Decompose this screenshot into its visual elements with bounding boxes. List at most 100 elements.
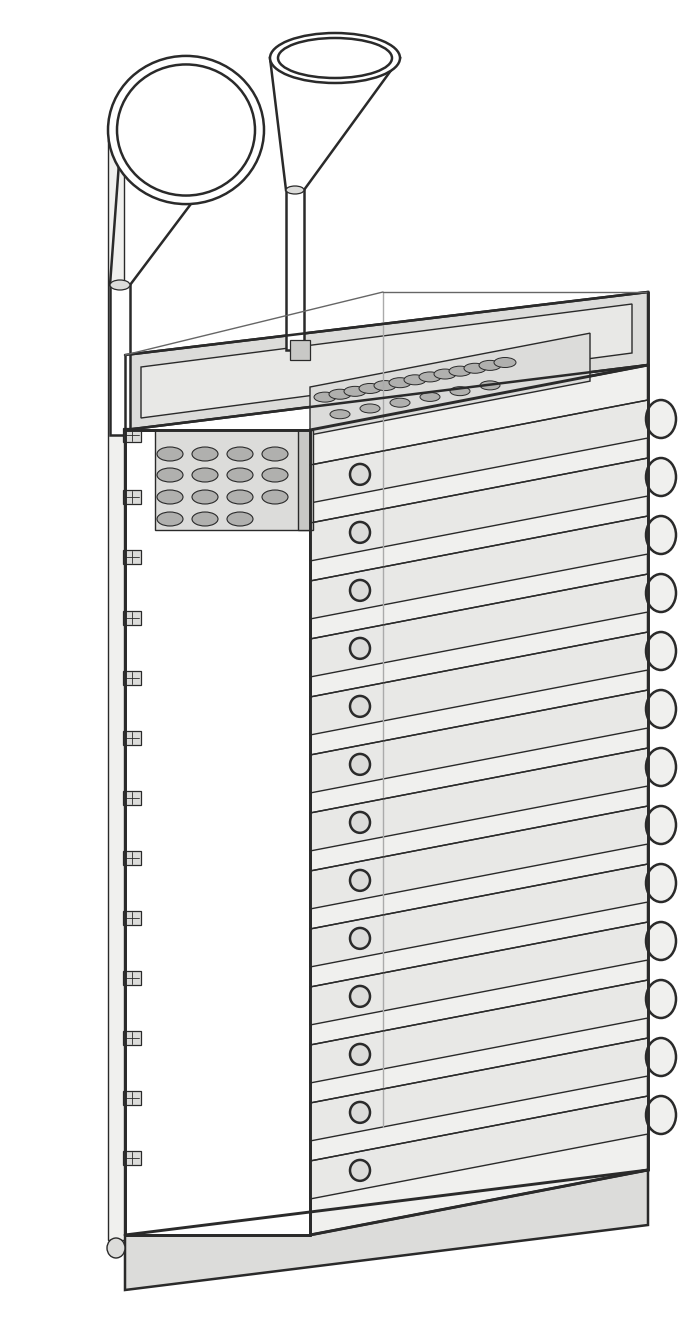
Polygon shape (123, 611, 141, 625)
Ellipse shape (646, 923, 676, 960)
Polygon shape (310, 632, 648, 735)
Ellipse shape (108, 56, 264, 204)
Polygon shape (125, 430, 310, 1235)
Ellipse shape (157, 512, 183, 526)
Ellipse shape (262, 468, 288, 481)
Polygon shape (155, 430, 310, 530)
Ellipse shape (464, 363, 486, 373)
Polygon shape (310, 1096, 648, 1199)
Ellipse shape (374, 381, 396, 390)
Polygon shape (123, 1092, 141, 1105)
Ellipse shape (479, 361, 501, 370)
Polygon shape (123, 1031, 141, 1045)
Ellipse shape (278, 38, 392, 78)
Ellipse shape (646, 691, 676, 728)
Ellipse shape (157, 447, 183, 461)
Ellipse shape (344, 386, 366, 397)
Ellipse shape (646, 632, 676, 670)
Ellipse shape (117, 64, 255, 196)
Ellipse shape (359, 384, 381, 393)
Ellipse shape (350, 986, 370, 1007)
Polygon shape (310, 365, 648, 1235)
Ellipse shape (227, 447, 253, 461)
Ellipse shape (420, 393, 440, 401)
Ellipse shape (390, 398, 410, 408)
Ellipse shape (350, 522, 370, 543)
Ellipse shape (329, 389, 351, 400)
Ellipse shape (192, 447, 218, 461)
Polygon shape (108, 139, 124, 1240)
Ellipse shape (157, 468, 183, 481)
Polygon shape (123, 428, 141, 443)
Polygon shape (123, 971, 141, 986)
Ellipse shape (192, 489, 218, 504)
Ellipse shape (192, 512, 218, 526)
Ellipse shape (646, 574, 676, 611)
Ellipse shape (286, 186, 304, 194)
Ellipse shape (157, 489, 183, 504)
Ellipse shape (110, 280, 130, 290)
Ellipse shape (192, 468, 218, 481)
Ellipse shape (646, 864, 676, 902)
Ellipse shape (262, 489, 288, 504)
Polygon shape (123, 852, 141, 865)
Polygon shape (310, 459, 648, 561)
Polygon shape (310, 806, 648, 909)
Ellipse shape (350, 1043, 370, 1065)
Ellipse shape (646, 1096, 676, 1134)
Polygon shape (310, 516, 648, 620)
Polygon shape (310, 333, 590, 434)
Ellipse shape (419, 371, 441, 382)
Polygon shape (310, 748, 648, 852)
Polygon shape (290, 341, 310, 359)
Polygon shape (310, 1038, 648, 1141)
Ellipse shape (646, 516, 676, 554)
Polygon shape (123, 670, 141, 685)
Ellipse shape (350, 1160, 370, 1181)
Ellipse shape (330, 410, 350, 418)
Ellipse shape (270, 34, 400, 83)
Ellipse shape (404, 374, 426, 385)
Polygon shape (310, 574, 648, 677)
Ellipse shape (434, 369, 456, 380)
Polygon shape (123, 1151, 141, 1165)
Ellipse shape (350, 464, 370, 485)
Ellipse shape (314, 392, 336, 402)
Ellipse shape (350, 1102, 370, 1122)
Polygon shape (123, 489, 141, 504)
Polygon shape (298, 430, 313, 530)
Polygon shape (125, 1169, 648, 1290)
Ellipse shape (360, 404, 380, 413)
Polygon shape (123, 791, 141, 805)
Ellipse shape (107, 1238, 125, 1258)
Polygon shape (123, 550, 141, 565)
Polygon shape (310, 923, 648, 1025)
Ellipse shape (646, 806, 676, 843)
Ellipse shape (227, 512, 253, 526)
Ellipse shape (350, 638, 370, 658)
Ellipse shape (646, 459, 676, 496)
Polygon shape (125, 292, 648, 430)
Ellipse shape (350, 928, 370, 949)
Polygon shape (310, 980, 648, 1084)
Ellipse shape (350, 754, 370, 775)
Ellipse shape (646, 980, 676, 1018)
Polygon shape (110, 286, 130, 434)
Polygon shape (310, 400, 648, 503)
Polygon shape (286, 190, 304, 350)
Ellipse shape (227, 468, 253, 481)
Ellipse shape (449, 366, 471, 377)
Ellipse shape (480, 381, 500, 390)
Ellipse shape (350, 696, 370, 717)
Ellipse shape (350, 870, 370, 890)
Polygon shape (123, 911, 141, 925)
Ellipse shape (350, 811, 370, 833)
Polygon shape (141, 304, 632, 418)
Ellipse shape (646, 748, 676, 786)
Ellipse shape (450, 386, 470, 396)
Ellipse shape (262, 447, 288, 461)
Ellipse shape (646, 1038, 676, 1075)
Polygon shape (123, 731, 141, 746)
Ellipse shape (389, 378, 411, 388)
Ellipse shape (494, 358, 516, 367)
